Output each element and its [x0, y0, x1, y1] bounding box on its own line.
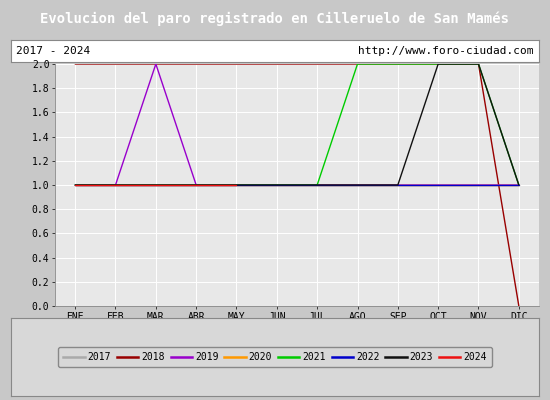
- Text: Evolucion del paro registrado en Cilleruelo de San Mamés: Evolucion del paro registrado en Cilleru…: [41, 12, 509, 26]
- Text: 2017 - 2024: 2017 - 2024: [16, 46, 91, 56]
- Text: http://www.foro-ciudad.com: http://www.foro-ciudad.com: [358, 46, 534, 56]
- Legend: 2017, 2018, 2019, 2020, 2021, 2022, 2023, 2024: 2017, 2018, 2019, 2020, 2021, 2022, 2023…: [58, 347, 492, 367]
